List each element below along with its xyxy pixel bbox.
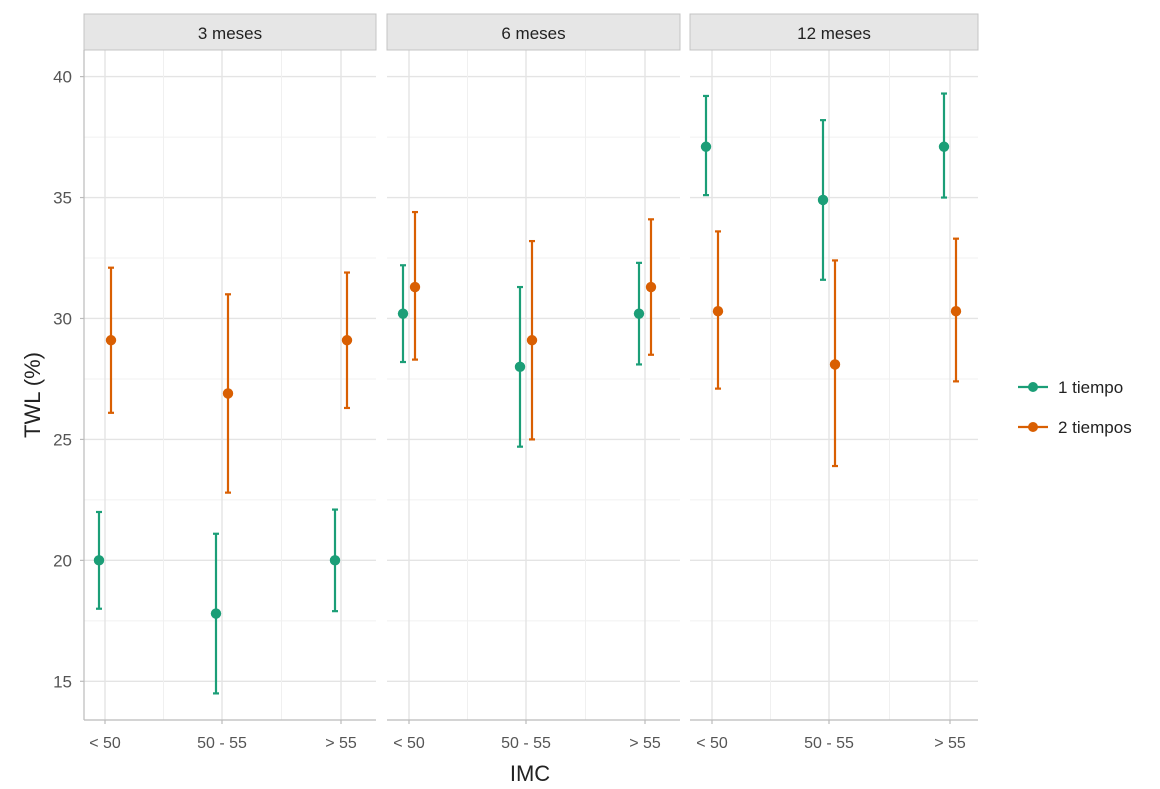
x-axis-title: IMC <box>510 761 550 784</box>
facet-strip <box>689 13 979 51</box>
errorbar-group <box>700 94 712 197</box>
mean-point <box>93 555 105 566</box>
legend-key-point <box>1028 382 1038 392</box>
x-tick-label: 50 - 55 <box>501 735 551 752</box>
x-tick-label: 50 - 55 <box>197 735 247 752</box>
x-tick-label: 50 - 55 <box>804 735 854 752</box>
errorbar-group <box>210 532 222 695</box>
errorbar-group <box>329 508 341 613</box>
facet-strip-label: 3 meses <box>198 24 262 43</box>
errorbar-group <box>950 237 962 383</box>
facet-strip-label: 12 meses <box>797 24 871 43</box>
panel-background <box>84 50 376 720</box>
errorbar-group <box>514 285 526 448</box>
legend: 1 tiempo 2 tiempos <box>1018 378 1132 437</box>
mean-point <box>514 361 526 373</box>
errorbar-group <box>93 510 105 610</box>
mean-point <box>633 308 645 319</box>
y-tick-label: 30 <box>53 309 72 328</box>
x-tick-label: > 55 <box>325 735 357 752</box>
facet-strip <box>83 13 377 51</box>
errorbar-group <box>817 119 829 281</box>
y-tick-label: 15 <box>53 672 72 691</box>
errorbar-group <box>526 239 538 441</box>
y-axis-title: TWL (%) <box>20 352 45 438</box>
mean-point <box>829 359 841 370</box>
y-tick-label: 40 <box>53 68 72 87</box>
errorbar-group <box>829 259 841 468</box>
errorbar-group <box>222 293 234 494</box>
mean-point <box>341 335 353 346</box>
mean-point <box>712 306 724 317</box>
legend-label: 2 tiempos <box>1058 418 1132 437</box>
mean-point <box>700 141 712 152</box>
mean-point <box>222 388 234 399</box>
facet-strip <box>386 13 681 51</box>
facet-strip-label: 6 meses <box>501 24 565 43</box>
mean-point <box>105 335 117 346</box>
errorbar-group <box>938 92 950 199</box>
data-marks <box>93 92 962 695</box>
y-tick-label: 25 <box>53 430 72 449</box>
y-tick-label: 20 <box>53 551 72 570</box>
errorbar-group <box>645 218 657 356</box>
panel-backgrounds <box>84 50 978 720</box>
errorbar-group <box>712 230 724 390</box>
mean-point <box>397 308 409 319</box>
mean-point <box>329 555 341 566</box>
mean-point <box>645 281 657 293</box>
mean-point <box>950 306 962 317</box>
facet-strips: 3 meses 6 meses 12 meses <box>83 13 979 51</box>
panel-background <box>387 50 680 720</box>
y-tick-label: 35 <box>53 189 72 208</box>
legend-key-point <box>1028 422 1038 432</box>
legend-label: 1 tiempo <box>1058 378 1123 397</box>
x-tick-label: < 50 <box>393 735 425 752</box>
errorbar-group <box>397 264 409 364</box>
mean-point <box>938 141 950 152</box>
legend-item: 1 tiempo <box>1018 378 1123 397</box>
axes: < 50 50 - 55 > 55 < 50 50 - 55 > 55 < 50 50 - 5… <box>53 50 978 752</box>
gridlines <box>84 50 978 720</box>
errorbar-group <box>409 210 421 361</box>
mean-point <box>526 335 538 346</box>
errorbar-group <box>341 271 353 410</box>
x-tick-label: > 55 <box>934 735 966 752</box>
mean-point <box>817 194 829 206</box>
errorbar-group <box>105 266 117 414</box>
x-tick-label: > 55 <box>629 735 661 752</box>
x-tick-label: < 50 <box>89 735 121 752</box>
errorbar-group <box>633 261 645 366</box>
mean-point <box>210 608 222 619</box>
x-tick-label: < 50 <box>696 735 728 752</box>
legend-item: 2 tiempos <box>1018 418 1132 437</box>
mean-point <box>409 281 421 293</box>
